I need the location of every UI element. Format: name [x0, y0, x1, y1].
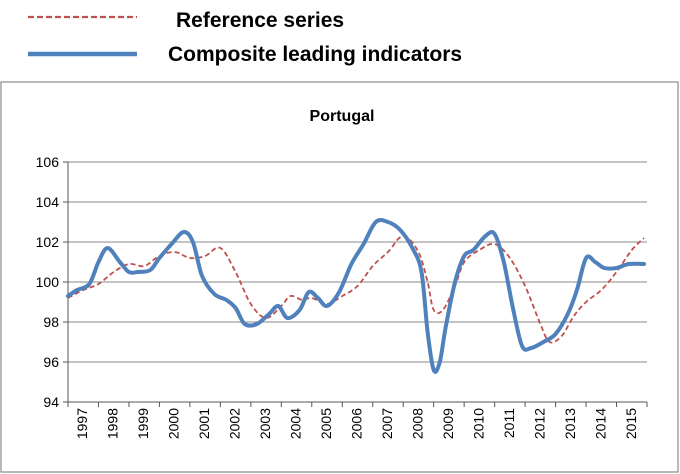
y-tick-label-96: 96	[43, 354, 59, 370]
y-tick-label-100: 100	[36, 274, 60, 290]
y-tick-label-94: 94	[43, 394, 59, 410]
x-tick-label-2003: 2003	[257, 408, 273, 439]
x-axis-tick-labels: 1997 1998 1999 2000 2001 2002 2003 2004 2005 2006…	[74, 408, 639, 439]
x-axis-tick-marks	[67, 402, 648, 407]
chart-title: Portugal	[310, 108, 375, 125]
y-tick-label-102: 102	[36, 234, 60, 250]
legend-composite-leading-indicators-label: Composite leading indicators	[168, 43, 462, 66]
x-tick-label-2005: 2005	[318, 408, 334, 439]
x-tick-label-2008: 2008	[409, 408, 425, 439]
x-tick-label-2006: 2006	[349, 408, 365, 439]
x-tick-label-2000: 2000	[166, 408, 182, 439]
x-tick-label-2014: 2014	[592, 408, 608, 439]
series-lines	[66, 218, 646, 374]
x-tick-label-2009: 2009	[440, 408, 456, 439]
x-tick-label-2001: 2001	[196, 408, 212, 439]
x-tick-label-2013: 2013	[562, 408, 578, 439]
y-axis-tick-labels: 94 96 98 100 102 104 106	[36, 154, 68, 410]
series-line-composite-leading-indicators	[66, 218, 646, 374]
x-tick-label-2015: 2015	[623, 408, 639, 439]
chart-frame	[0, 81, 679, 473]
x-tick-label-1997: 1997	[74, 408, 90, 439]
x-tick-label-2010: 2010	[470, 408, 486, 439]
y-tick-label-104: 104	[36, 194, 60, 210]
y-tick-label-98: 98	[43, 314, 59, 330]
series-line-reference-series	[67, 235, 645, 344]
x-tick-label-2007: 2007	[379, 408, 395, 439]
x-tick-label-2004: 2004	[288, 408, 304, 439]
y-tick-label-106: 106	[36, 154, 60, 170]
x-tick-label-1999: 1999	[135, 408, 151, 439]
x-tick-label-2011: 2011	[501, 408, 517, 438]
x-tick-label-1998: 1998	[105, 408, 121, 439]
x-tick-label-2012: 2012	[531, 408, 547, 439]
legend: Reference series Composite leading indic…	[28, 9, 462, 66]
x-tick-label-2002: 2002	[227, 408, 243, 439]
gridlines	[68, 161, 647, 363]
legend-reference-series-label: Reference series	[176, 9, 344, 32]
